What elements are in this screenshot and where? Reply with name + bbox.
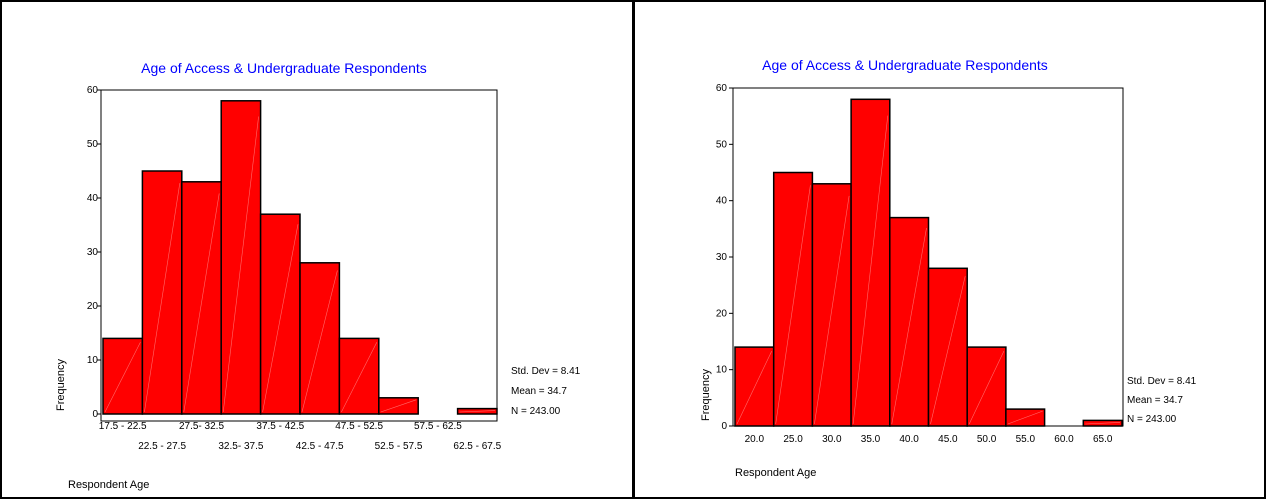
x-tick-label: 17.5 - 22.5 [99,421,147,432]
y-axis-label-right: Frequency [700,369,712,421]
bar-sheen [1007,410,1043,425]
x-ticks-right: 20.0 25.0 30.0 35.0 40.0 45.0 50.0 55.0 60.0 65.0 [745,434,1113,445]
x-tick-label: 52.5 - 57.5 [375,441,423,452]
y-tick-label: 0 [92,409,98,420]
x-tick-label: 65.0 [1093,434,1113,445]
y-tick-label: 30 [716,252,728,263]
chart-title-left: Age of Access & Undergraduate Respondent… [141,60,427,76]
y-tick-label: 40 [716,196,728,207]
stat-mean-left: Mean = 34.7 [511,386,567,397]
stat-mean-right: Mean = 34.7 [1127,395,1183,406]
stat-std-dev-left: Std. Dev = 8.41 [511,366,581,377]
bar-sheen [736,350,772,425]
bar-group-right [734,98,1123,427]
bar-sheen [930,276,966,425]
x-ticks-left: 17.5 - 22.5 22.5 - 27.5 27.5- 32.5 32.5- 37… [99,421,502,452]
x-tick-label: 57.5 - 62.5 [414,421,462,432]
bar-sheen [459,410,496,413]
bar-sheen [1085,422,1121,425]
x-tick-label: 30.0 [822,434,842,445]
x-tick-label: 37.5 - 42.5 [256,421,304,432]
histogram-left: 0 10 20 30 40 50 60 17.5 - 22.5 22.5 - 27.5 27.5… [55,60,581,491]
histogram-right: 0 10 20 30 40 50 60 20.0 25.0 30.0 35.0 40.0 45.0 50… [700,57,1197,479]
bar-sheen [852,115,889,425]
y-tick-label: 0 [721,421,727,432]
y-ticks-right: 0 10 20 30 40 50 60 [716,83,733,432]
x-tick-label: 55.0 [1016,434,1036,445]
y-tick-label: 60 [716,83,728,94]
x-tick-label: 40.0 [899,434,919,445]
bar-sheen [341,342,378,413]
x-tick-label: 32.5- 37.5 [218,441,263,452]
x-tick-label: 25.0 [783,434,803,445]
x-tick-label: 45.0 [938,434,958,445]
y-tick-label: 30 [87,247,99,258]
stat-n-left: N = 243.00 [511,406,561,417]
stat-std-dev-right: Std. Dev = 8.41 [1127,376,1197,387]
y-axis-label-left: Frequency [55,359,67,411]
bar-sheen [301,270,338,413]
bar-sheen [144,183,181,413]
x-tick-label: 27.5- 32.5 [179,421,224,432]
x-axis-label-right: Respondent Age [735,467,816,479]
chart-title-right: Age of Access & Undergraduate Respondent… [762,57,1048,73]
y-tick-label: 10 [716,365,728,376]
y-tick-label: 50 [716,139,728,150]
y-ticks-left: 0 10 20 30 40 50 60 [87,85,101,420]
x-axis-label-left: Respondent Age [68,479,149,491]
panel-divider [632,0,635,499]
y-tick-label: 20 [87,301,99,312]
bar-sheen [380,399,417,413]
y-tick-label: 60 [87,85,99,96]
x-tick-label: 22.5 - 27.5 [138,441,186,452]
y-tick-label: 10 [87,355,99,366]
x-tick-label: 35.0 [861,434,881,445]
bar-group-left [102,100,498,415]
bar-sheen [104,342,141,413]
bar-sheen [222,116,259,413]
bar-sheen [891,227,927,425]
y-tick-label: 40 [87,193,99,204]
y-tick-label: 50 [87,139,99,150]
x-tick-label: 47.5 - 52.5 [335,421,383,432]
stat-n-right: N = 243.00 [1127,414,1177,425]
bar-sheen [814,195,850,425]
plot-frame-left [100,89,498,422]
bar-sheen [968,350,1005,425]
x-tick-label: 62.5 - 67.5 [453,441,501,452]
x-tick-label: 50.0 [977,434,997,445]
bar-sheen [262,224,299,413]
x-tick-label: 20.0 [745,434,765,445]
bar-sheen [183,193,220,413]
y-tick-label: 20 [716,308,728,319]
bar-sheen [775,185,811,425]
x-tick-label: 42.5 - 47.5 [296,441,344,452]
x-tick-label: 60.0 [1054,434,1074,445]
